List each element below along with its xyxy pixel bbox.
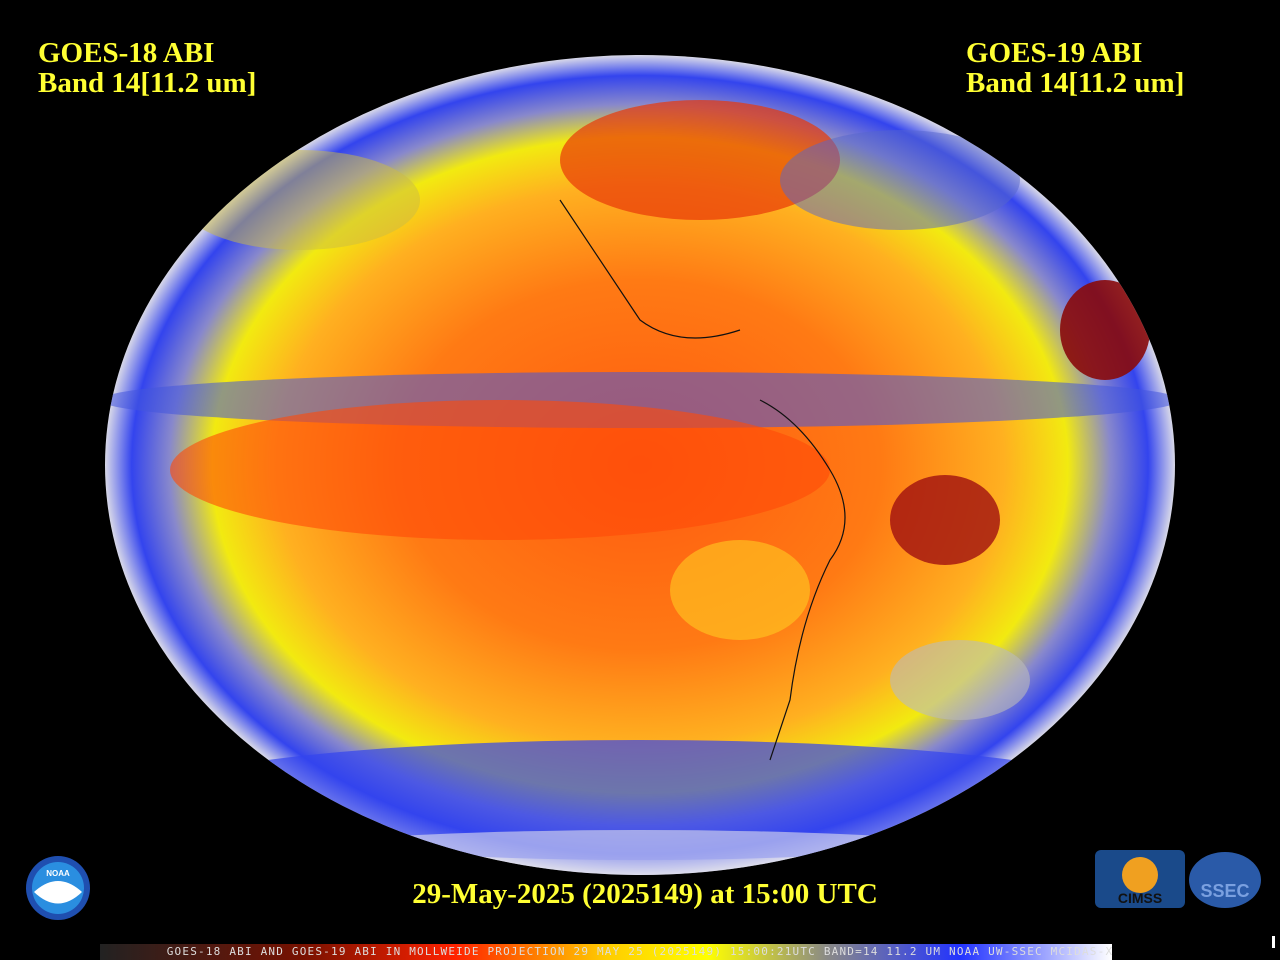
cimss-logo: CIMSS xyxy=(1095,850,1185,908)
cimss-text: CIMSS xyxy=(1118,890,1162,906)
footer-caption: GOES-18 ABI AND GOES-19 ABI IN MOLLWEIDE… xyxy=(166,945,1114,958)
left-label: GOES-18 ABI Band 14[11.2 um] xyxy=(38,38,256,98)
right-title: GOES-19 ABI xyxy=(966,37,1143,69)
left-title: GOES-18 ABI xyxy=(38,37,215,69)
color-bar xyxy=(100,944,1112,960)
noaa-logo: NOAA xyxy=(26,856,90,920)
right-band: Band 14[11.2 um] xyxy=(966,67,1185,99)
ssec-logo: SSEC xyxy=(1189,852,1261,908)
ssec-text: SSEC xyxy=(1200,881,1249,901)
right-label: GOES-19 ABI Band 14[11.2 um] xyxy=(966,38,1184,98)
left-band: Band 14[11.2 um] xyxy=(38,67,257,99)
marker xyxy=(1272,936,1275,948)
timestamp: 29-May-2025 (2025149) at 15:00 UTC xyxy=(412,878,878,910)
noaa-text: NOAA xyxy=(46,869,70,878)
